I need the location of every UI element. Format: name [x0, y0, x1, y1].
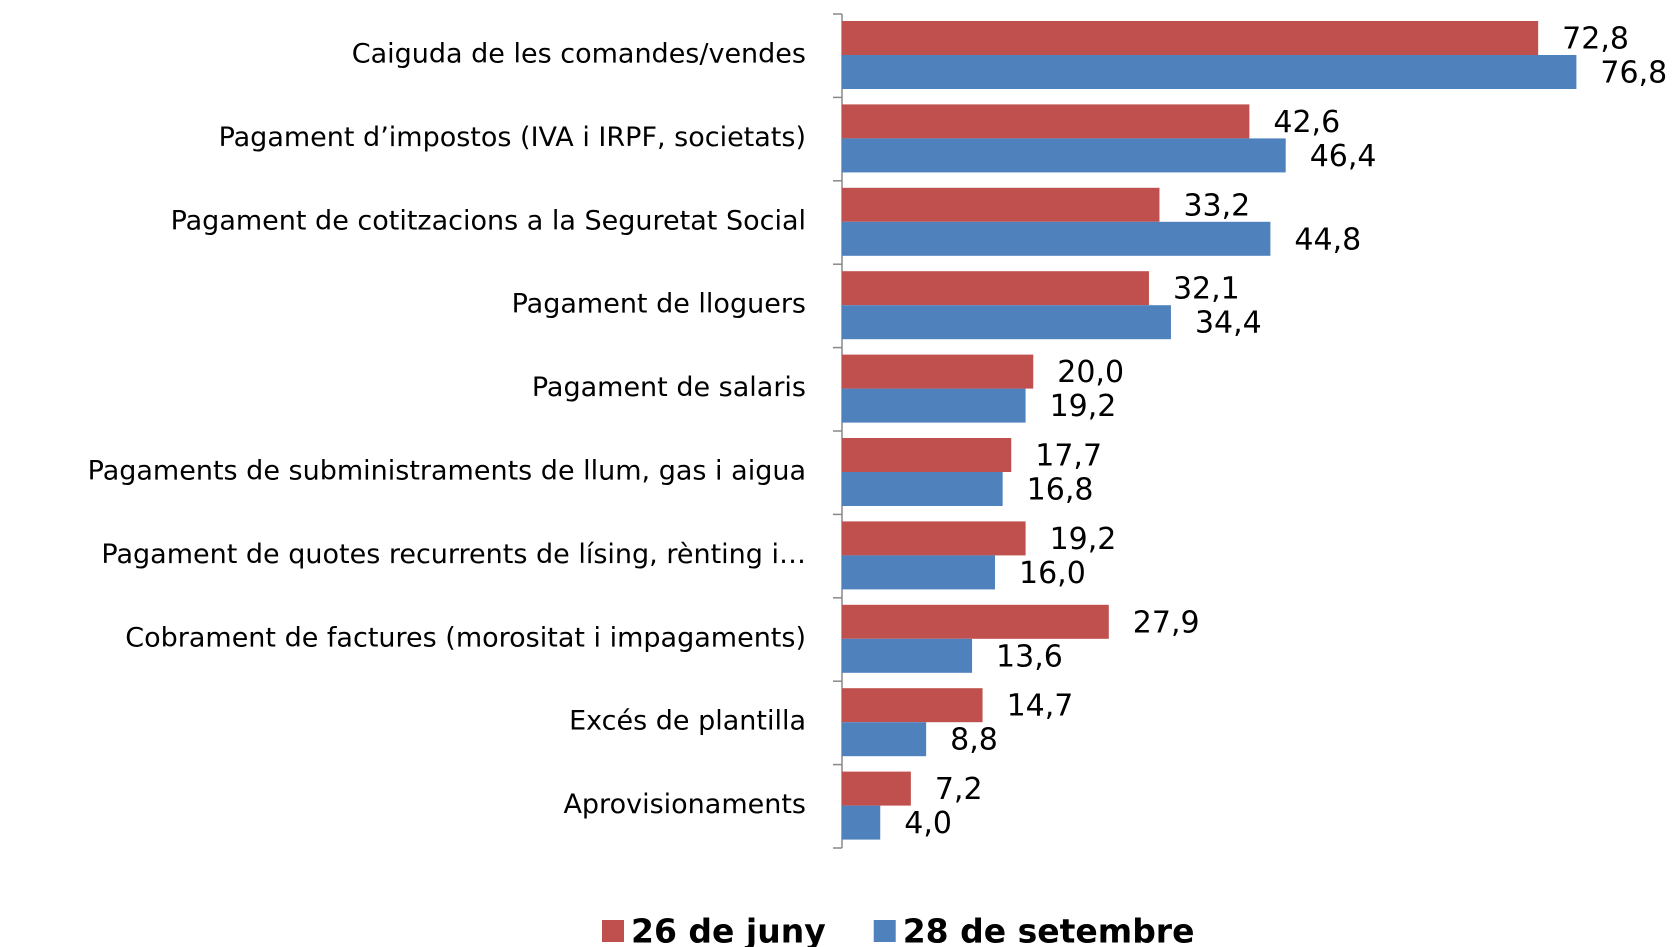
data-label: 16,8: [1027, 473, 1094, 508]
bar: [842, 521, 1026, 556]
bar: [842, 271, 1149, 306]
data-label: 34,4: [1195, 306, 1262, 341]
data-label: 8,8: [950, 723, 998, 758]
category-label: Caiguda de les comandes/vendes: [352, 39, 806, 70]
bar: [842, 771, 911, 806]
category-label: Cobrament de factures (morositat i impag…: [125, 622, 806, 653]
bar: [842, 722, 927, 757]
bar: [842, 221, 1271, 256]
data-label: 72,8: [1562, 22, 1629, 57]
legend-label: 28 de setembre: [903, 912, 1195, 947]
data-label: 19,2: [1050, 522, 1117, 557]
data-label: 13,6: [996, 639, 1063, 674]
bar: [842, 638, 973, 673]
bar: [842, 688, 983, 723]
bar: [842, 472, 1003, 506]
category-label: Aprovisionaments: [563, 789, 806, 820]
bar: [842, 138, 1286, 173]
legend-swatch: [602, 920, 624, 942]
legend-label: 26 de juny: [631, 912, 826, 947]
data-label: 76,8: [1600, 56, 1667, 91]
category-label: Pagament de quotes recurrents de lísing,…: [101, 539, 806, 570]
bar: [842, 305, 1171, 340]
data-label: 32,1: [1173, 272, 1240, 307]
data-label: 42,6: [1273, 105, 1340, 140]
category-label: Pagament de lloguers: [512, 289, 806, 320]
legend-swatch: [873, 920, 896, 942]
bar: [842, 187, 1160, 222]
bar: [842, 604, 1109, 639]
category-label: Pagament de cotitzacions a la Seguretat …: [171, 205, 806, 236]
bar: [842, 104, 1250, 139]
category-label: Pagament d’impostos (IVA i IRPF, societa…: [219, 122, 806, 153]
data-label: 14,7: [1007, 689, 1074, 724]
bar: [842, 354, 1034, 389]
data-label: 33,2: [1183, 188, 1250, 223]
data-label: 7,2: [935, 772, 983, 807]
data-label: 44,8: [1294, 222, 1361, 257]
data-label: 16,0: [1019, 556, 1086, 591]
data-label: 27,9: [1133, 605, 1200, 640]
category-label: Excés de plantilla: [569, 706, 806, 737]
data-label: 4,0: [904, 806, 952, 841]
bar: [842, 388, 1026, 423]
data-label: 19,2: [1050, 389, 1117, 424]
bar: [842, 555, 995, 590]
bar: [842, 805, 881, 840]
bar: [842, 21, 1539, 55]
category-label: Pagaments de subministraments de llum, g…: [88, 456, 806, 487]
bar: [842, 55, 1577, 89]
data-label: 46,4: [1310, 139, 1377, 174]
data-label: 17,7: [1035, 439, 1102, 474]
data-label: 20,0: [1057, 355, 1124, 390]
category-label: Pagament de salaris: [532, 372, 806, 403]
bar: [842, 438, 1012, 472]
